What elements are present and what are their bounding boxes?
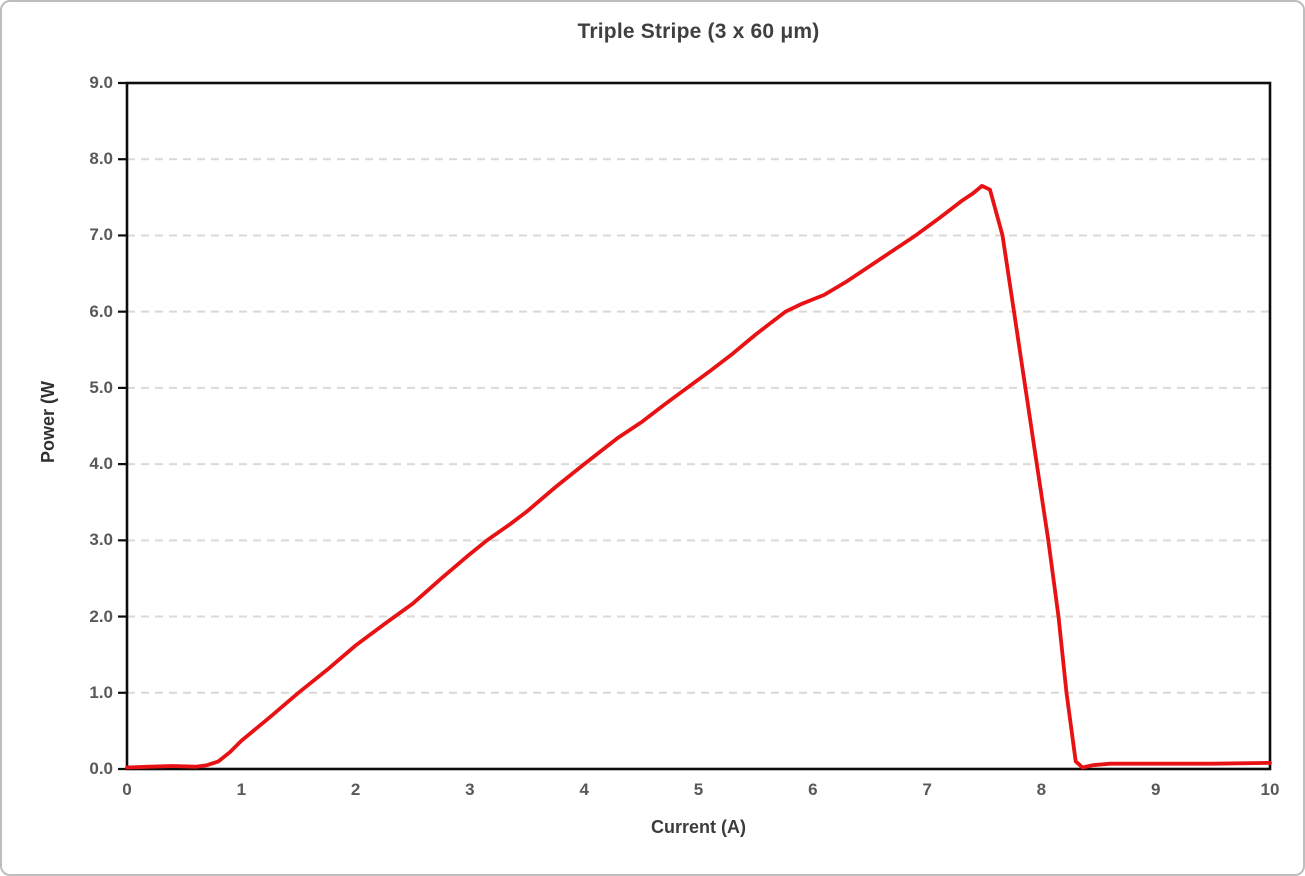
y-tick-label: 8.0 (89, 149, 113, 169)
axis-border (125, 81, 1272, 771)
x-tick-label: 2 (350, 780, 361, 799)
x-tick-label: 8 (1036, 780, 1047, 799)
y-tick-label: 3.0 (89, 530, 113, 550)
y-tick-label: 4.0 (89, 454, 113, 474)
y-axis-title: Power (W (38, 381, 58, 464)
y-tick-label: 9.0 (89, 73, 113, 92)
x-tick-label: 3 (465, 780, 475, 799)
y-tick-label: 0.0 (89, 759, 113, 778)
x-tick-label: 6 (808, 780, 818, 799)
x-tick-label: 9 (1150, 780, 1161, 799)
x-tick-label: 5 (693, 780, 704, 799)
y-tick-label: 2.0 (89, 606, 113, 626)
y-tick-label: 6.0 (89, 301, 113, 321)
y-tick-label: 7.0 (89, 225, 113, 245)
x-tick-label: 10 (1260, 780, 1280, 799)
y-tick-label: 1.0 (89, 682, 113, 702)
x-tick-label: 1 (236, 780, 247, 799)
chart-title: Triple Stripe (3 x 60 μm) (577, 20, 820, 43)
x-tick-label: 0 (122, 780, 132, 799)
x-axis-title: Current (A) (651, 817, 746, 837)
x-tick-label: 7 (922, 780, 932, 799)
y-tick-label: 5.0 (89, 377, 113, 397)
series-line (125, 183, 1272, 770)
x-tick-label: 4 (579, 780, 589, 799)
